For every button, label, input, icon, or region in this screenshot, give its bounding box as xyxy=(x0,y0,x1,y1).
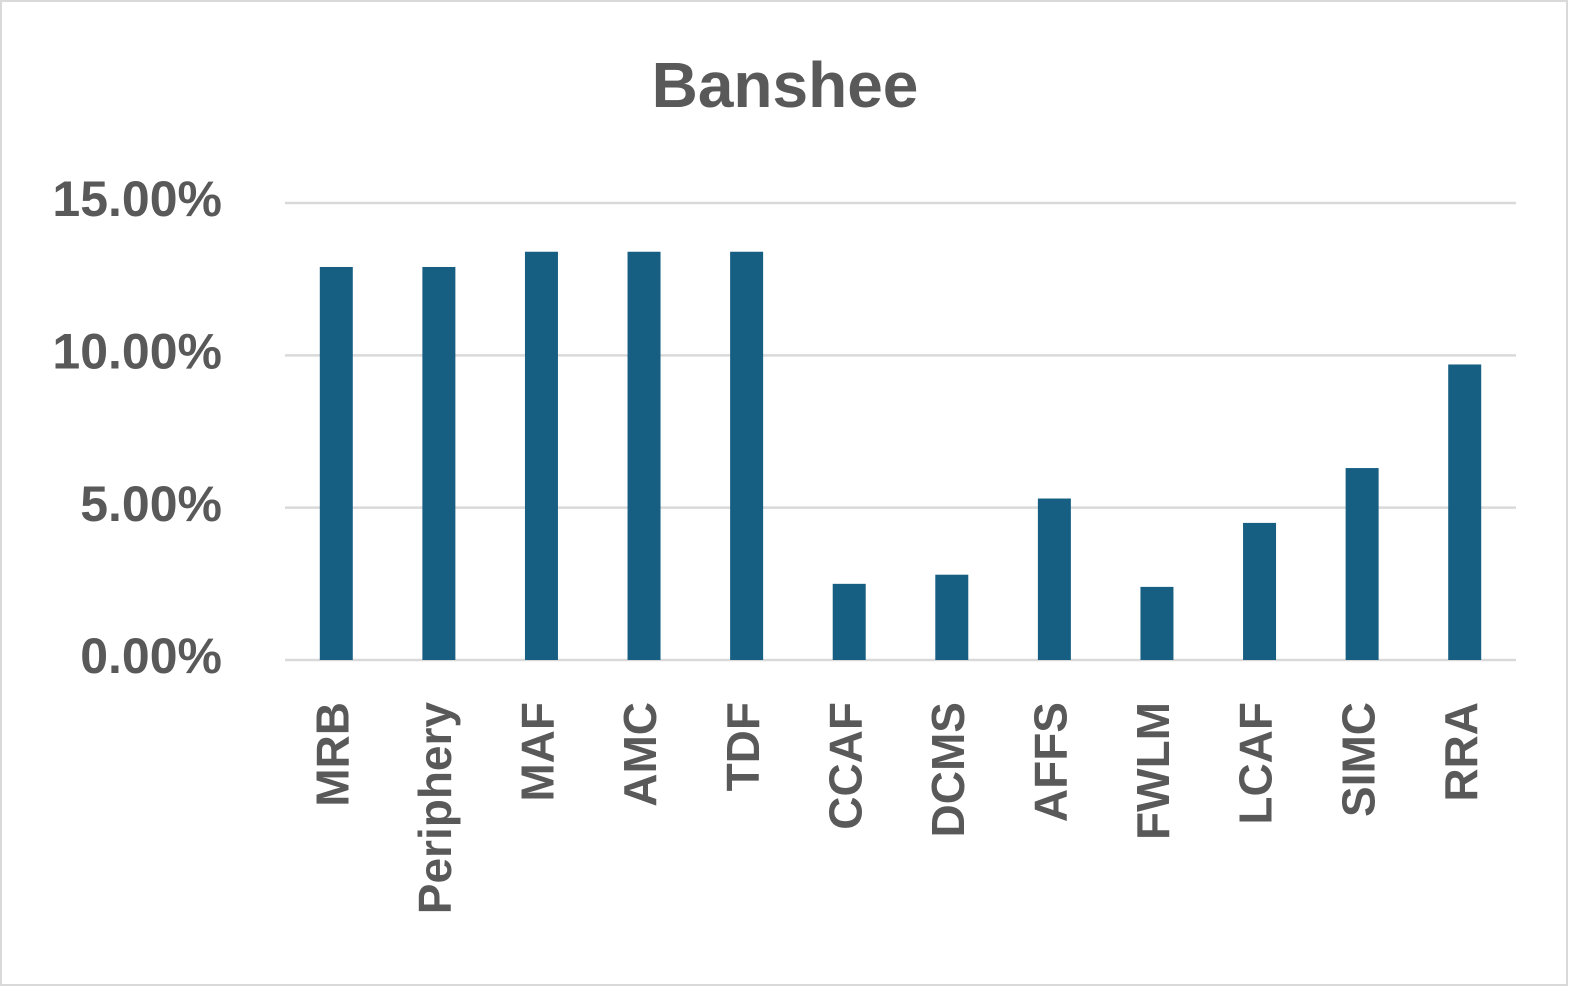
x-tick-label: DCMS xyxy=(922,702,974,837)
bar xyxy=(524,251,558,660)
bar xyxy=(1345,468,1379,660)
x-tick-label: CCAF xyxy=(819,702,871,830)
bar xyxy=(1448,364,1482,660)
bar xyxy=(627,251,661,660)
bar xyxy=(730,251,764,660)
x-tick-label: Periphery xyxy=(409,702,461,915)
bar xyxy=(935,574,969,660)
x-tick-label: AFFS xyxy=(1025,702,1077,822)
bar xyxy=(1037,498,1071,660)
y-tick-label: 0.00% xyxy=(80,628,222,684)
chart-title: Banshee xyxy=(652,49,919,121)
x-tick-label: AMC xyxy=(614,702,666,807)
x-tick-label: MAF xyxy=(512,702,564,802)
bar xyxy=(1140,586,1174,660)
bar xyxy=(422,266,456,660)
x-tick-label: TDF xyxy=(717,702,769,791)
x-tick-label: FWLM xyxy=(1127,702,1179,840)
bar xyxy=(1243,522,1277,660)
bar xyxy=(832,583,866,660)
x-tick-label: MRB xyxy=(306,702,358,807)
x-tick-label: LCAF xyxy=(1230,702,1282,825)
y-tick-label: 10.00% xyxy=(52,324,222,380)
y-tick-label: 15.00% xyxy=(52,171,222,227)
x-tick-label: SIMC xyxy=(1332,702,1384,817)
bar xyxy=(319,266,353,660)
y-tick-label: 5.00% xyxy=(80,476,222,532)
x-tick-label: RRA xyxy=(1435,702,1487,802)
